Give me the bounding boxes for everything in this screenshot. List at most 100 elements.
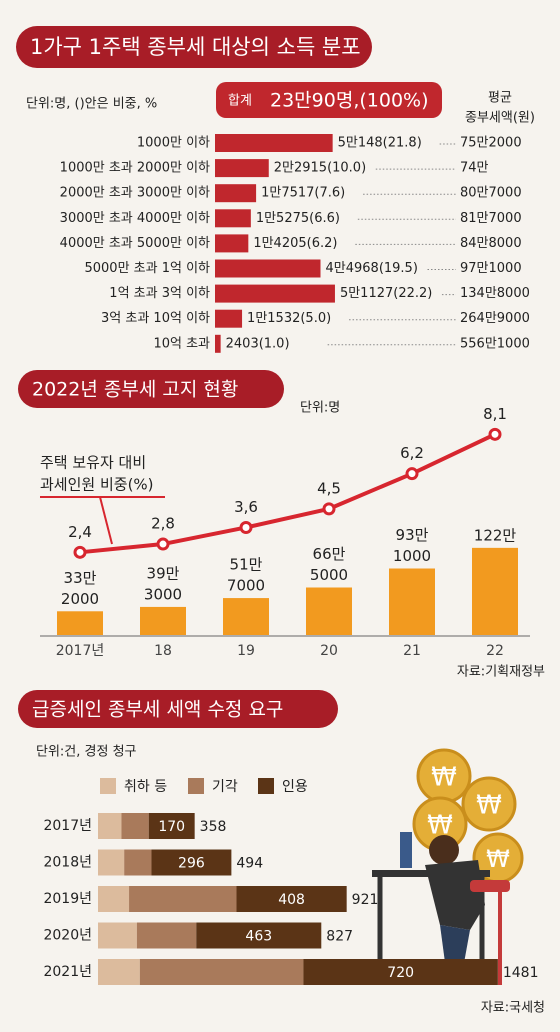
bar [140,606,186,635]
category-label: 3억 초과 10억 이하 [101,311,210,326]
chart-title: 2022년 종부세 고지 현황 [32,379,238,401]
value-label: 1만5275(6.6) [256,211,340,226]
bar-segment [98,886,130,912]
category-label: 3000만 초과 4000만 이하 [60,211,210,226]
title-pill [18,370,284,408]
segment-label: 296 [178,856,205,872]
avg-tax: 264만9000 [460,311,530,326]
category-label: 2020년 [43,928,92,944]
line [79,432,496,555]
bar [215,334,221,353]
line-label: 4,5 [317,479,341,497]
bar-label: 7000 [227,577,265,595]
value-label: 1만4205(6.2) [253,236,337,251]
bar-label: 33만 [64,569,97,587]
line-point [239,520,253,534]
bar [57,611,103,635]
x-tick-label: 2017년 [56,643,105,659]
bar-segment [136,922,197,949]
bar-segment [196,922,322,949]
svg-text:₩: ₩ [476,791,502,821]
segment-label: 170 [158,819,185,835]
value-label: 5만148(21.8) [338,136,422,151]
legend-label: 기각 [212,779,238,795]
subtitle: 단위:명 [300,401,340,416]
value-label: 2만2915(10.0) [274,161,366,176]
bar-segment [139,959,304,985]
value-label: 1만7517(7.6) [261,186,345,201]
bar [306,587,352,635]
legend-swatch [258,778,274,794]
annotation: 주택 보유자 대비 [40,454,146,472]
bar-segment [303,959,498,985]
bar-segment [148,813,195,839]
bar-segment [151,849,232,876]
legend-swatch [188,778,204,794]
avg-tax: 81만7000 [460,211,522,226]
line-point [322,502,336,516]
bar-segment [98,849,125,876]
line-label: 2,4 [68,523,92,541]
avg-tax: 556만1000 [460,336,530,351]
bar-label: 5000 [310,566,348,584]
illustration: ₩ ₩ ₩ ₩ [372,748,524,985]
segment-label: 408 [278,892,305,908]
bar [215,309,243,328]
annotation-leader [99,496,113,545]
svg-text:₩: ₩ [431,763,457,793]
bar [215,209,251,228]
bar-label: 51만 [230,556,263,574]
total-label: 827 [326,929,353,945]
bar-label: 122만 [474,526,517,544]
category-label: 2021년 [43,964,92,980]
bar [215,284,335,303]
bar-label: 39만 [147,564,180,582]
line-label: 2,8 [151,515,175,533]
bar [215,184,257,203]
bar-segment [98,959,140,985]
bar [215,259,321,278]
line-point [488,427,502,441]
bar-segment [129,886,237,912]
avg-tax: 74만 [460,161,489,176]
segment-label: 720 [387,965,414,981]
x-tick-label: 21 [403,643,421,659]
subtitle: 단위:명, ()안은 비중, % [26,97,157,112]
chart-title: 1가구 1주택 종부세 대상의 소득 분포 [30,35,361,59]
bar-segment [98,813,122,839]
avg-tax: 75만2000 [460,136,522,151]
title-pill [18,690,338,728]
line-point [405,467,419,481]
value-label: 1만1532(5.0) [247,311,331,326]
svg-text:₩: ₩ [427,811,453,841]
line-point [73,545,87,559]
bar-segment [121,813,149,839]
bar-label: 1000 [393,547,431,565]
category-label: 1000만 초과 2000만 이하 [60,161,210,176]
total-label: 494 [236,856,263,872]
source: 자료:국세청 [481,1001,545,1016]
x-tick-label: 20 [320,643,338,659]
bar-segment [236,886,347,912]
x-tick-label: 19 [237,643,255,659]
bar-label: 2000 [61,590,99,608]
category-label: 10억 초과 [153,336,210,351]
bar [215,234,249,253]
subtitle: 단위:건, 경정 청구 [36,745,137,760]
bar-segment [98,922,137,949]
total-label: 1481 [503,965,539,981]
value-label: 2403(1.0) [226,336,290,351]
legend-label: 인용 [282,779,308,795]
category-label: 2018년 [43,855,92,871]
category-label: 2000만 초과 3000만 이하 [60,186,210,201]
value-label: 5만1127(22.2) [340,286,432,301]
segment-label: 463 [245,929,272,945]
legend-label: 취하 등 [124,779,167,795]
avg-tax: 80만7000 [460,186,522,201]
category-label: 1000만 이하 [137,136,210,151]
chart-title: 급증세인 종부세 세액 수정 요구 [32,699,283,721]
bar-label: 66만 [313,545,346,563]
category-label: 1억 초과 3억 이하 [109,286,210,301]
line-label: 6,2 [400,444,424,462]
